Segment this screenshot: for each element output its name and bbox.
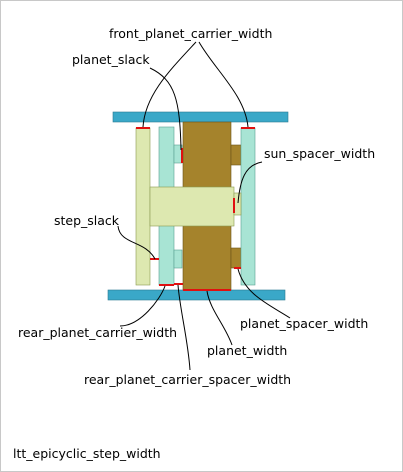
- label-front-planet-carrier-width: front_planet_carrier_width: [109, 26, 272, 41]
- front-planet-carrier: [240, 127, 256, 286]
- label-step-slack: step_slack: [54, 213, 120, 228]
- label-sun-spacer-width: sun_spacer_width: [264, 146, 375, 161]
- leader-front-carrier-left: [142, 41, 197, 128]
- planet-spacer-bottom: [230, 247, 242, 269]
- label-planet-spacer-width: planet_spacer_width: [240, 316, 368, 331]
- sun-gear: [149, 186, 235, 227]
- leader-lines: [117, 41, 291, 371]
- leader-rear-carrier: [119, 285, 166, 327]
- leader-step-slack: [117, 225, 156, 260]
- label-planet-width: planet_width: [207, 343, 287, 358]
- leader-front-carrier-right: [198, 41, 249, 128]
- label-rear-planet-carrier-spacer-width: rear_planet_carrier_spacer_width: [84, 372, 291, 387]
- label-planet-slack: planet_slack: [72, 52, 150, 67]
- leader-planet-spacer: [237, 268, 291, 319]
- leader-rear-spacer: [177, 284, 191, 371]
- leader-sun-spacer: [237, 161, 263, 204]
- sun-spacer: [233, 192, 242, 216]
- bottom-outer-plate: [107, 289, 286, 301]
- dimension-marks: [136, 127, 255, 291]
- leader-planet-slack: [149, 67, 182, 151]
- label-rear-planet-carrier-width: rear_planet_carrier_width: [18, 325, 177, 340]
- planet-tab-bottom: [173, 249, 183, 269]
- leader-planet-width: [206, 290, 233, 346]
- top-outer-plate: [112, 111, 289, 123]
- rear-planet-carrier: [135, 127, 151, 286]
- caption: ltt_epicyclic_step_width: [13, 446, 161, 461]
- planet-spacer-top: [230, 144, 242, 166]
